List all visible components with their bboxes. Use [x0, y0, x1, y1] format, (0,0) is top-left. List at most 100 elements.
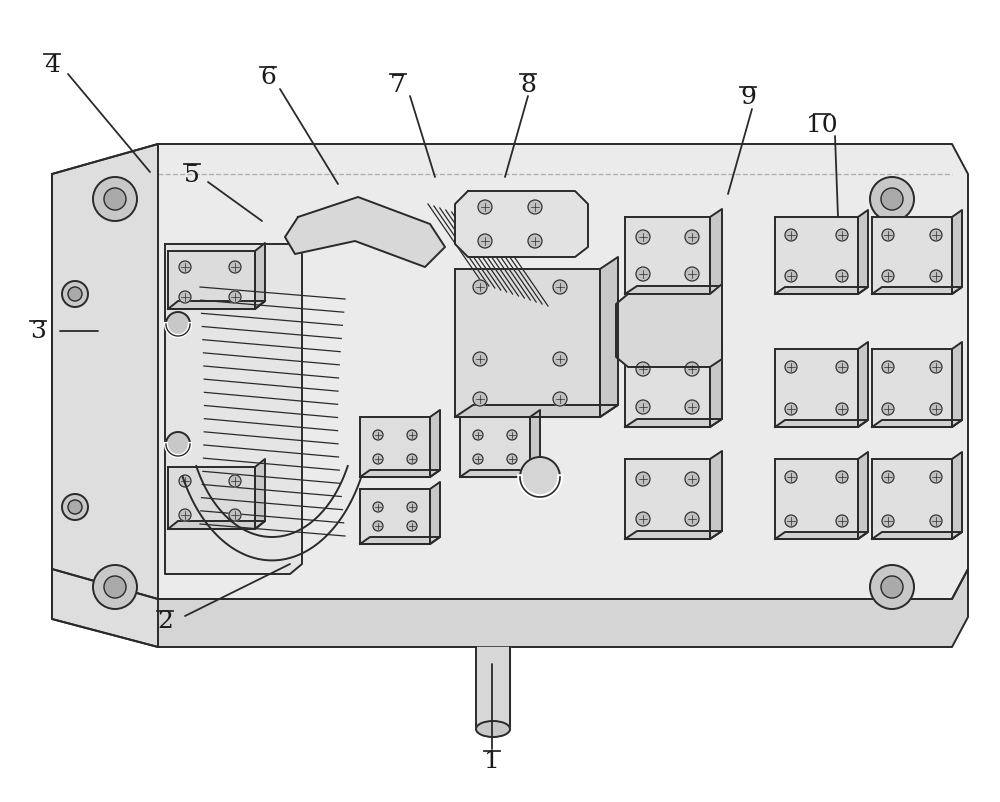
Circle shape: [685, 231, 699, 245]
Circle shape: [179, 261, 191, 273]
Circle shape: [882, 362, 894, 374]
Text: 2: 2: [157, 610, 173, 633]
Polygon shape: [775, 533, 868, 539]
Circle shape: [881, 188, 903, 211]
Circle shape: [507, 455, 517, 464]
Polygon shape: [168, 468, 255, 529]
Circle shape: [473, 431, 483, 440]
Polygon shape: [460, 471, 540, 477]
Circle shape: [68, 288, 82, 302]
Circle shape: [473, 281, 487, 294]
Circle shape: [836, 270, 848, 282]
Circle shape: [473, 455, 483, 464]
Polygon shape: [455, 269, 600, 418]
Circle shape: [636, 363, 650, 376]
Polygon shape: [872, 460, 952, 539]
Circle shape: [685, 268, 699, 282]
Text: 1: 1: [484, 750, 500, 772]
Text: 10: 10: [806, 113, 838, 136]
Polygon shape: [952, 342, 962, 427]
Circle shape: [166, 313, 190, 337]
Polygon shape: [775, 420, 868, 427]
Circle shape: [685, 512, 699, 526]
Circle shape: [836, 472, 848, 484]
Polygon shape: [455, 406, 618, 418]
Polygon shape: [872, 420, 962, 427]
Circle shape: [836, 229, 848, 241]
Circle shape: [685, 363, 699, 376]
Circle shape: [407, 431, 417, 440]
Polygon shape: [858, 452, 868, 539]
Polygon shape: [710, 210, 722, 294]
Polygon shape: [775, 460, 858, 539]
Polygon shape: [600, 257, 618, 418]
Polygon shape: [710, 452, 722, 539]
Circle shape: [478, 200, 492, 215]
Circle shape: [553, 281, 567, 294]
Polygon shape: [165, 235, 302, 574]
Circle shape: [785, 516, 797, 528]
Circle shape: [636, 268, 650, 282]
Polygon shape: [775, 288, 868, 294]
Polygon shape: [52, 145, 968, 599]
Polygon shape: [625, 532, 722, 539]
Circle shape: [836, 516, 848, 528]
Circle shape: [229, 476, 241, 488]
Polygon shape: [872, 288, 962, 294]
Circle shape: [229, 509, 241, 521]
Circle shape: [636, 231, 650, 245]
Polygon shape: [625, 350, 710, 427]
Circle shape: [62, 282, 88, 308]
Circle shape: [882, 472, 894, 484]
Polygon shape: [872, 533, 962, 539]
Circle shape: [229, 261, 241, 273]
Circle shape: [407, 455, 417, 464]
Polygon shape: [360, 471, 440, 477]
Circle shape: [93, 178, 137, 221]
Polygon shape: [530, 411, 540, 477]
Circle shape: [166, 432, 190, 456]
Text: 6: 6: [260, 67, 276, 89]
Polygon shape: [625, 460, 710, 539]
Circle shape: [685, 400, 699, 415]
Circle shape: [836, 403, 848, 415]
Circle shape: [881, 577, 903, 598]
Polygon shape: [952, 211, 962, 294]
Circle shape: [104, 188, 126, 211]
Circle shape: [685, 472, 699, 486]
Polygon shape: [255, 460, 265, 529]
Polygon shape: [52, 569, 968, 647]
Ellipse shape: [476, 721, 510, 737]
Circle shape: [785, 403, 797, 415]
Text: 4: 4: [44, 54, 60, 76]
Circle shape: [636, 472, 650, 486]
Polygon shape: [255, 244, 265, 310]
Bar: [476, 647, 510, 729]
Polygon shape: [360, 418, 430, 477]
Circle shape: [882, 270, 894, 282]
Polygon shape: [455, 192, 588, 257]
Circle shape: [104, 577, 126, 598]
Polygon shape: [710, 342, 722, 427]
Circle shape: [528, 200, 542, 215]
Circle shape: [930, 362, 942, 374]
Circle shape: [407, 521, 417, 532]
Polygon shape: [460, 418, 530, 477]
Polygon shape: [625, 419, 722, 427]
Circle shape: [930, 472, 942, 484]
Polygon shape: [616, 285, 722, 367]
Polygon shape: [52, 145, 158, 647]
Circle shape: [870, 565, 914, 610]
Circle shape: [930, 516, 942, 528]
Circle shape: [93, 565, 137, 610]
Circle shape: [407, 502, 417, 512]
Polygon shape: [858, 342, 868, 427]
Circle shape: [882, 403, 894, 415]
Text: 5: 5: [184, 164, 200, 186]
Circle shape: [882, 516, 894, 528]
Circle shape: [179, 292, 191, 304]
Polygon shape: [168, 521, 265, 529]
Circle shape: [785, 229, 797, 241]
Circle shape: [785, 472, 797, 484]
Polygon shape: [625, 217, 710, 294]
